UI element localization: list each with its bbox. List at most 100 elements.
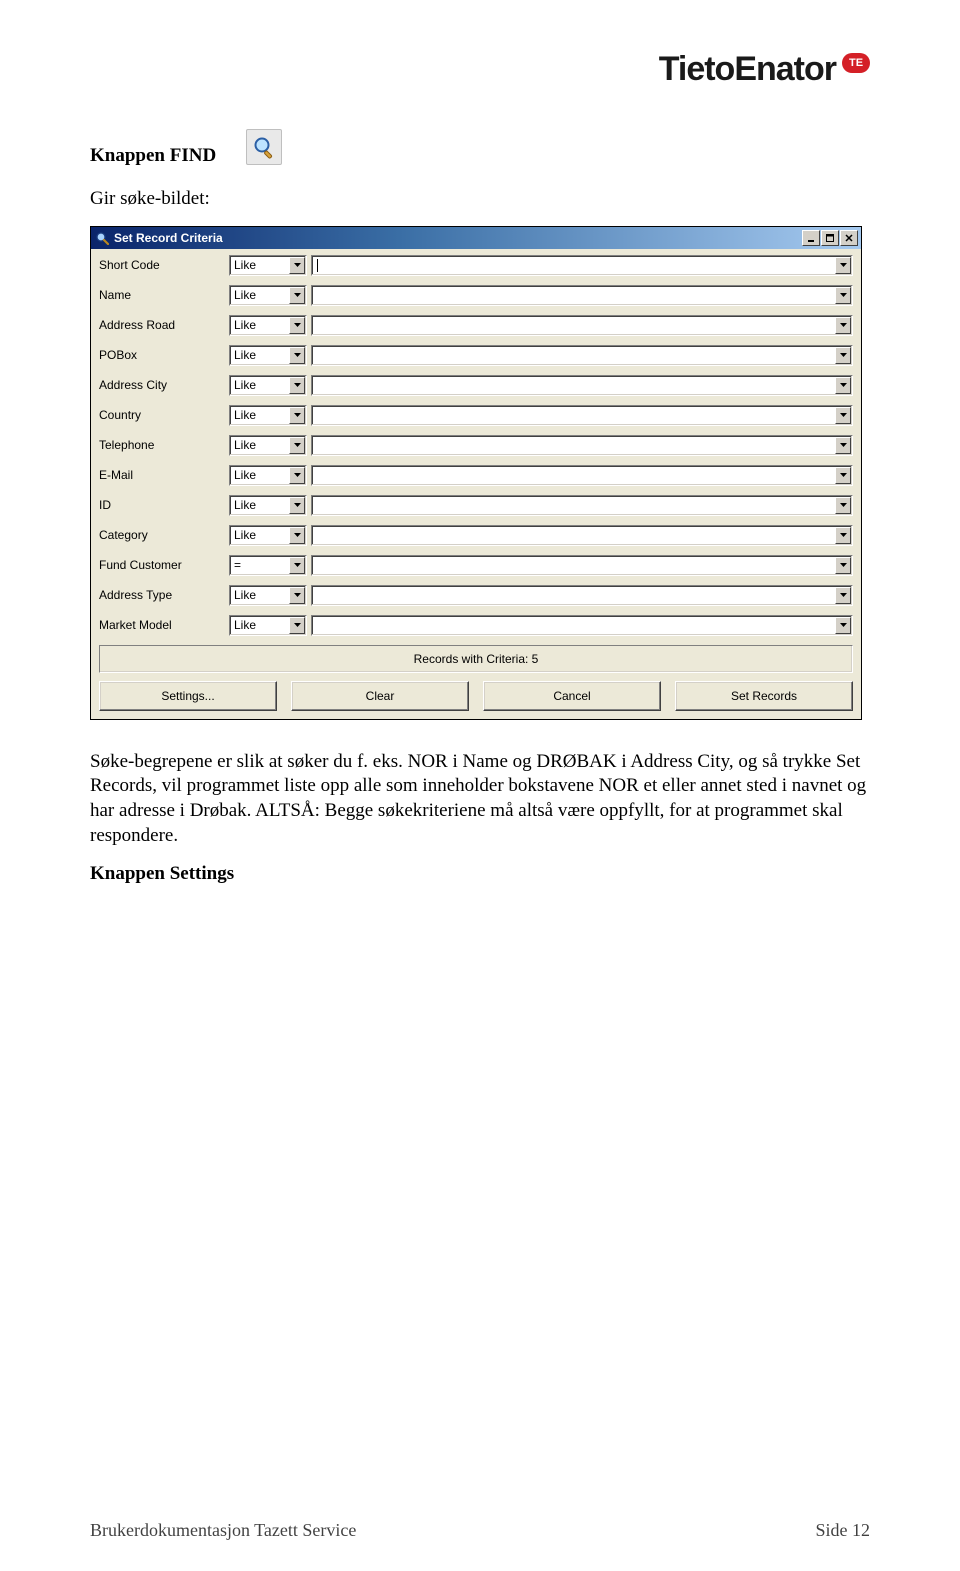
field-label: Address Road — [99, 318, 229, 332]
settings-button[interactable]: Settings... — [99, 681, 277, 711]
criteria-dialog: Set Record Criteria Short CodeLikeNameLi… — [90, 226, 862, 720]
operator-select[interactable]: Like — [229, 465, 307, 486]
criteria-row: Fund Customer= — [99, 555, 853, 576]
criteria-row: Address RoadLike — [99, 315, 853, 336]
value-combobox[interactable] — [311, 345, 853, 366]
chevron-down-icon[interactable] — [289, 317, 305, 334]
criteria-row: Address TypeLike — [99, 585, 853, 606]
value-combobox[interactable] — [311, 585, 853, 606]
chevron-down-icon[interactable] — [835, 527, 851, 544]
criteria-row: Short CodeLike — [99, 255, 853, 276]
operator-select[interactable]: Like — [229, 315, 307, 336]
operator-select[interactable]: Like — [229, 405, 307, 426]
criteria-row: POBoxLike — [99, 345, 853, 366]
chevron-down-icon[interactable] — [289, 437, 305, 454]
field-label: Market Model — [99, 618, 229, 632]
field-label: E-Mail — [99, 468, 229, 482]
criteria-row: CategoryLike — [99, 525, 853, 546]
footer-left: Brukerdokumentasjon Tazett Service — [90, 1520, 356, 1541]
section-heading: Knappen FIND — [90, 145, 216, 167]
chevron-down-icon[interactable] — [835, 437, 851, 454]
status-bar: Records with Criteria: 5 — [99, 645, 853, 673]
value-combobox[interactable] — [311, 255, 853, 276]
value-combobox[interactable] — [311, 495, 853, 516]
field-label: Country — [99, 408, 229, 422]
criteria-row: IDLike — [99, 495, 853, 516]
chevron-down-icon[interactable] — [835, 557, 851, 574]
field-label: Short Code — [99, 258, 229, 272]
operator-select[interactable]: Like — [229, 525, 307, 546]
value-combobox[interactable] — [311, 525, 853, 546]
chevron-down-icon[interactable] — [835, 347, 851, 364]
value-combobox[interactable] — [311, 285, 853, 306]
value-combobox[interactable] — [311, 615, 853, 636]
operator-select[interactable]: Like — [229, 345, 307, 366]
field-label: Telephone — [99, 438, 229, 452]
chevron-down-icon[interactable] — [835, 317, 851, 334]
operator-select[interactable]: Like — [229, 255, 307, 276]
operator-select[interactable]: Like — [229, 285, 307, 306]
logo-badge: TE — [842, 53, 870, 73]
field-label: Category — [99, 528, 229, 542]
field-label: ID — [99, 498, 229, 512]
search-icon — [94, 230, 110, 246]
chevron-down-icon[interactable] — [835, 497, 851, 514]
dialog-titlebar: Set Record Criteria — [91, 227, 861, 249]
explanation-paragraph: Søke-begrepene er slik at søker du f. ek… — [90, 750, 870, 849]
close-button[interactable] — [840, 230, 858, 246]
criteria-row: E-MailLike — [99, 465, 853, 486]
operator-select[interactable]: Like — [229, 435, 307, 456]
operator-select[interactable]: Like — [229, 585, 307, 606]
chevron-down-icon[interactable] — [289, 407, 305, 424]
subheading: Gir søke-bildet: — [90, 187, 870, 212]
brand-logo: TietoEnator TE — [90, 50, 870, 89]
value-combobox[interactable] — [311, 435, 853, 456]
field-label: Fund Customer — [99, 558, 229, 572]
chevron-down-icon[interactable] — [289, 497, 305, 514]
value-combobox[interactable] — [311, 555, 853, 576]
maximize-button[interactable] — [821, 230, 839, 246]
field-label: POBox — [99, 348, 229, 362]
chevron-down-icon[interactable] — [289, 617, 305, 634]
value-combobox[interactable] — [311, 315, 853, 336]
operator-select[interactable]: = — [229, 555, 307, 576]
chevron-down-icon[interactable] — [835, 287, 851, 304]
field-label: Address Type — [99, 588, 229, 602]
operator-select[interactable]: Like — [229, 495, 307, 516]
criteria-row: TelephoneLike — [99, 435, 853, 456]
value-combobox[interactable] — [311, 405, 853, 426]
chevron-down-icon[interactable] — [835, 377, 851, 394]
criteria-row: CountryLike — [99, 405, 853, 426]
cancel-button[interactable]: Cancel — [483, 681, 661, 711]
chevron-down-icon[interactable] — [289, 257, 305, 274]
chevron-down-icon[interactable] — [289, 287, 305, 304]
chevron-down-icon[interactable] — [289, 347, 305, 364]
criteria-row: Address CityLike — [99, 375, 853, 396]
operator-select[interactable]: Like — [229, 375, 307, 396]
set-records-button[interactable]: Set Records — [675, 681, 853, 711]
chevron-down-icon[interactable] — [835, 257, 851, 274]
logo-text: TietoEnator — [659, 50, 836, 89]
chevron-down-icon[interactable] — [289, 467, 305, 484]
dialog-title: Set Record Criteria — [114, 231, 223, 245]
settings-heading: Knappen Settings — [90, 862, 870, 887]
field-label: Name — [99, 288, 229, 302]
operator-select[interactable]: Like — [229, 615, 307, 636]
chevron-down-icon[interactable] — [289, 377, 305, 394]
value-combobox[interactable] — [311, 465, 853, 486]
chevron-down-icon[interactable] — [835, 467, 851, 484]
chevron-down-icon[interactable] — [289, 587, 305, 604]
find-icon — [246, 129, 282, 165]
clear-button[interactable]: Clear — [291, 681, 469, 711]
chevron-down-icon[interactable] — [289, 527, 305, 544]
chevron-down-icon[interactable] — [835, 587, 851, 604]
criteria-row: Market ModelLike — [99, 615, 853, 636]
value-combobox[interactable] — [311, 375, 853, 396]
minimize-button[interactable] — [802, 230, 820, 246]
chevron-down-icon[interactable] — [835, 617, 851, 634]
field-label: Address City — [99, 378, 229, 392]
footer-right: Side 12 — [815, 1520, 870, 1541]
chevron-down-icon[interactable] — [289, 557, 305, 574]
chevron-down-icon[interactable] — [835, 407, 851, 424]
criteria-row: NameLike — [99, 285, 853, 306]
